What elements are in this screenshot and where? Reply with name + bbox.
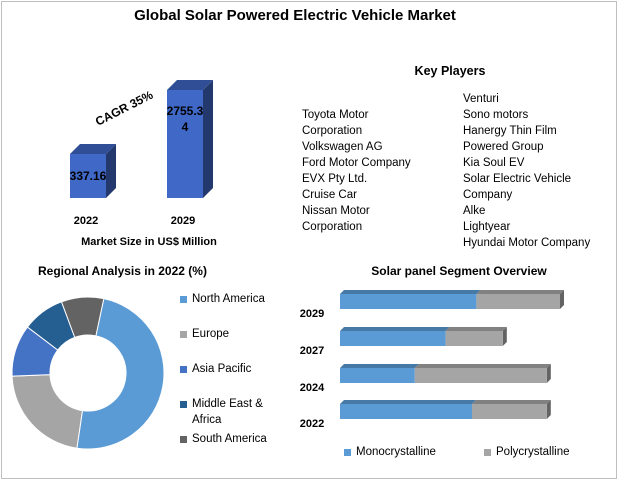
legend-label: Europe <box>192 328 230 340</box>
legend-swatch <box>344 448 351 456</box>
regional-legend-item: Europe <box>180 326 272 342</box>
segment-bar-2024-monocrystalline <box>340 364 419 383</box>
page-title: Global Solar Powered Electric Vehicle Ma… <box>134 7 456 24</box>
legend-swatch <box>180 401 187 408</box>
key-player-line: Ford Motor Company <box>302 157 411 169</box>
key-player-line: Powered Group <box>463 141 544 153</box>
segment-legend-item: Monocrystalline <box>344 446 436 458</box>
legend-label: South America <box>192 433 267 445</box>
legend-swatch <box>180 366 187 373</box>
key-player-line: Kia Soul EV <box>463 157 525 169</box>
legend-label: Monocrystalline <box>356 446 436 458</box>
market-bar-2022 <box>70 144 116 198</box>
key-players-column-1: Toyota Motor Corporation Volkswagen AG Ford… <box>302 107 411 235</box>
donut-slice-north-america <box>76 298 165 450</box>
key-player-line: Corporation <box>302 125 363 137</box>
legend-label: Polycrystalline <box>496 446 570 458</box>
key-player-line: Toyota Motor <box>302 109 369 121</box>
segment-bar-2029-monocrystalline <box>340 290 481 309</box>
key-players-column-2: Venturi Sono motors Hanergy Thin Film Power… <box>463 91 590 251</box>
segment-chart: 2029 2027 2024 2022 <box>300 290 564 430</box>
segment-bar-2024-polycrystalline <box>414 364 551 383</box>
cagr-label: CAGR 35% <box>93 88 156 129</box>
market-bar-value-label: 2755.3 4 <box>167 104 204 134</box>
regional-title: Regional Analysis in 2022 (%) <box>38 264 207 278</box>
donut-slice-europe <box>11 374 84 449</box>
market-bar-value-label: 337.16 <box>70 169 107 183</box>
market-xlabel: Market Size in US$ Million <box>81 236 217 248</box>
segment-bar-2029-polycrystalline <box>476 290 564 309</box>
legend-swatch <box>484 448 491 456</box>
key-player-line: Cruise Car <box>302 189 357 201</box>
regional-legend-item: Middle East & Africa <box>180 396 272 428</box>
legend-label: Middle East & Africa <box>192 398 263 426</box>
key-player-line: Lightyear <box>463 221 511 233</box>
key-player-line: Hanergy Thin Film <box>463 125 557 137</box>
market-year-label: 2029 <box>171 215 195 227</box>
segment-year-label: 2024 <box>300 382 325 394</box>
regional-legend-item: South America <box>180 431 272 447</box>
segment-bar-2027-polycrystalline <box>445 327 507 346</box>
regional-legend-item: Asia Pacific <box>180 361 272 377</box>
segment-bar-2022-monocrystalline <box>340 400 476 419</box>
segment-year-label: 2022 <box>300 418 324 430</box>
market-size-chart: 337.16 2022 2755.3 4 2029 CAGR 35% Market Si… <box>70 80 217 248</box>
segment-bar-2027-monocrystalline <box>340 327 450 346</box>
legend-label: Asia Pacific <box>192 363 252 375</box>
segment-bar-2022-polycrystalline <box>472 400 551 419</box>
market-bar-2029 <box>167 80 213 198</box>
segment-title: Solar panel Segment Overview <box>371 264 547 278</box>
key-player-line: Venturi <box>463 93 499 105</box>
regional-donut-chart <box>11 296 165 450</box>
key-players-title: Key Players <box>414 64 486 78</box>
regional-legend-item: North America <box>180 291 272 307</box>
legend-swatch <box>180 436 187 443</box>
legend-swatch <box>180 296 187 303</box>
key-player-line: Alke <box>463 205 486 217</box>
segment-year-label: 2027 <box>300 345 324 357</box>
key-player-line: Solar Electric Vehicle <box>463 173 572 185</box>
legend-label: North America <box>192 293 265 305</box>
segment-legend-item: Polycrystalline <box>484 446 570 458</box>
key-player-line: Company <box>463 189 513 201</box>
key-player-line: EVX Pty Ltd. <box>302 173 368 185</box>
key-player-line: Sono motors <box>463 109 529 121</box>
key-player-line: Nissan Motor <box>302 205 370 217</box>
donut-slice-south-america <box>60 296 105 339</box>
key-player-line: Hyundai Motor Company <box>463 237 591 249</box>
legend-swatch <box>180 331 187 338</box>
market-year-label: 2022 <box>74 215 98 227</box>
segment-year-label: 2029 <box>300 308 324 320</box>
key-player-line: Volkswagen AG <box>302 141 383 153</box>
key-player-line: Corporation <box>302 221 363 233</box>
